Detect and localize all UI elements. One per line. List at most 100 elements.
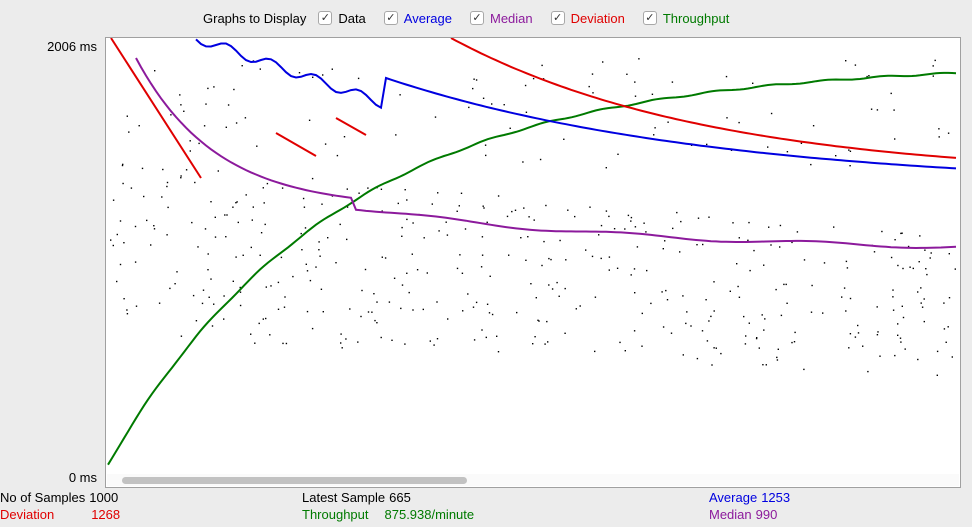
data-point <box>923 298 925 300</box>
data-point <box>301 249 303 251</box>
data-point <box>203 125 206 127</box>
data-point <box>591 73 594 75</box>
data-point <box>520 237 522 239</box>
data-point <box>128 131 130 133</box>
data-point <box>210 278 212 280</box>
data-point <box>810 311 813 313</box>
data-point <box>548 257 550 260</box>
data-point <box>892 309 895 311</box>
check-icon[interactable]: ✓ <box>550 11 565 25</box>
data-point <box>226 214 228 216</box>
data-point <box>835 155 837 157</box>
stat-samples: No of Samples 1000 <box>0 490 118 505</box>
data-point <box>854 64 857 66</box>
data-point <box>197 246 199 248</box>
data-point <box>431 203 433 205</box>
data-point <box>123 242 125 244</box>
data-point <box>339 223 341 226</box>
data-point <box>298 72 301 74</box>
data-point <box>227 104 230 106</box>
data-point <box>205 103 207 105</box>
data-point <box>846 267 849 269</box>
deviation-line-early <box>110 38 202 179</box>
data-point <box>119 220 122 222</box>
data-point <box>881 230 883 233</box>
data-point <box>176 271 178 273</box>
data-point <box>146 219 148 222</box>
data-point <box>135 305 138 307</box>
data-point <box>364 268 367 271</box>
check-icon[interactable]: ✓ <box>642 11 657 25</box>
data-point <box>708 216 710 218</box>
data-point <box>951 356 953 358</box>
scrollbar-thumb[interactable] <box>122 477 467 484</box>
data-point <box>551 288 554 290</box>
data-point <box>706 143 708 146</box>
check-icon[interactable]: ✓ <box>469 11 484 25</box>
checkbox-average[interactable]: ✓ Average <box>383 10 452 26</box>
data-point <box>833 226 835 228</box>
data-point <box>488 312 491 314</box>
data-point <box>641 312 643 315</box>
data-point <box>213 303 215 305</box>
checkbox-deviation[interactable]: ✓ Deviation <box>550 10 625 26</box>
data-point <box>783 283 785 286</box>
graphs-toolbar: Graphs to Display ✓ Data ✓ Average ✓ Med… <box>203 8 747 28</box>
check-icon[interactable]: ✓ <box>318 11 333 25</box>
data-point <box>150 244 152 246</box>
data-point <box>174 283 176 285</box>
y-axis-min-label: 0 ms <box>68 470 97 485</box>
data-point <box>558 295 560 297</box>
data-point <box>484 144 487 146</box>
checkbox-deviation-label[interactable]: Deviation <box>570 10 625 26</box>
data-point <box>930 252 932 254</box>
data-point <box>672 227 674 230</box>
data-point <box>461 272 464 274</box>
data-point <box>303 206 306 208</box>
horizontal-scrollbar[interactable] <box>107 474 959 486</box>
data-point <box>542 78 545 80</box>
checkbox-throughput-label[interactable]: Throughput <box>662 10 730 26</box>
data-point <box>277 281 280 284</box>
checkbox-throughput[interactable]: ✓ Throughput <box>642 10 730 26</box>
data-point <box>523 207 525 209</box>
data-point <box>662 248 664 250</box>
data-point <box>912 267 914 270</box>
data-point <box>277 308 280 310</box>
data-point <box>281 187 284 189</box>
data-point <box>924 249 926 251</box>
checkbox-data[interactable]: ✓ Data <box>318 10 366 26</box>
data-point <box>917 358 919 361</box>
data-point <box>849 150 852 152</box>
data-point <box>213 86 215 88</box>
data-point <box>780 314 783 317</box>
data-point <box>530 283 532 285</box>
checkbox-average-label[interactable]: Average <box>403 10 452 26</box>
data-point <box>358 192 360 194</box>
data-point <box>335 262 337 264</box>
data-point <box>123 298 125 300</box>
data-point <box>918 261 920 263</box>
check-icon[interactable]: ✓ <box>383 11 398 25</box>
checkbox-median[interactable]: ✓ Median <box>469 10 533 26</box>
data-point <box>259 254 261 256</box>
data-point <box>285 342 288 345</box>
data-point <box>412 309 414 311</box>
data-point <box>320 288 323 290</box>
data-point <box>361 289 363 292</box>
data-point <box>713 310 715 312</box>
data-point <box>194 181 196 184</box>
checkbox-median-label[interactable]: Median <box>489 10 533 26</box>
data-point <box>235 202 237 204</box>
data-point <box>406 199 408 201</box>
data-point <box>391 339 393 341</box>
stat-throughput: Throughput 875.938/minute <box>302 507 474 522</box>
data-point <box>509 127 511 129</box>
data-point <box>608 256 611 258</box>
data-point <box>926 273 928 276</box>
data-point <box>800 142 803 144</box>
checkbox-data-label[interactable]: Data <box>338 10 366 26</box>
data-point <box>126 313 129 315</box>
data-point <box>575 308 577 310</box>
data-point <box>932 65 934 67</box>
